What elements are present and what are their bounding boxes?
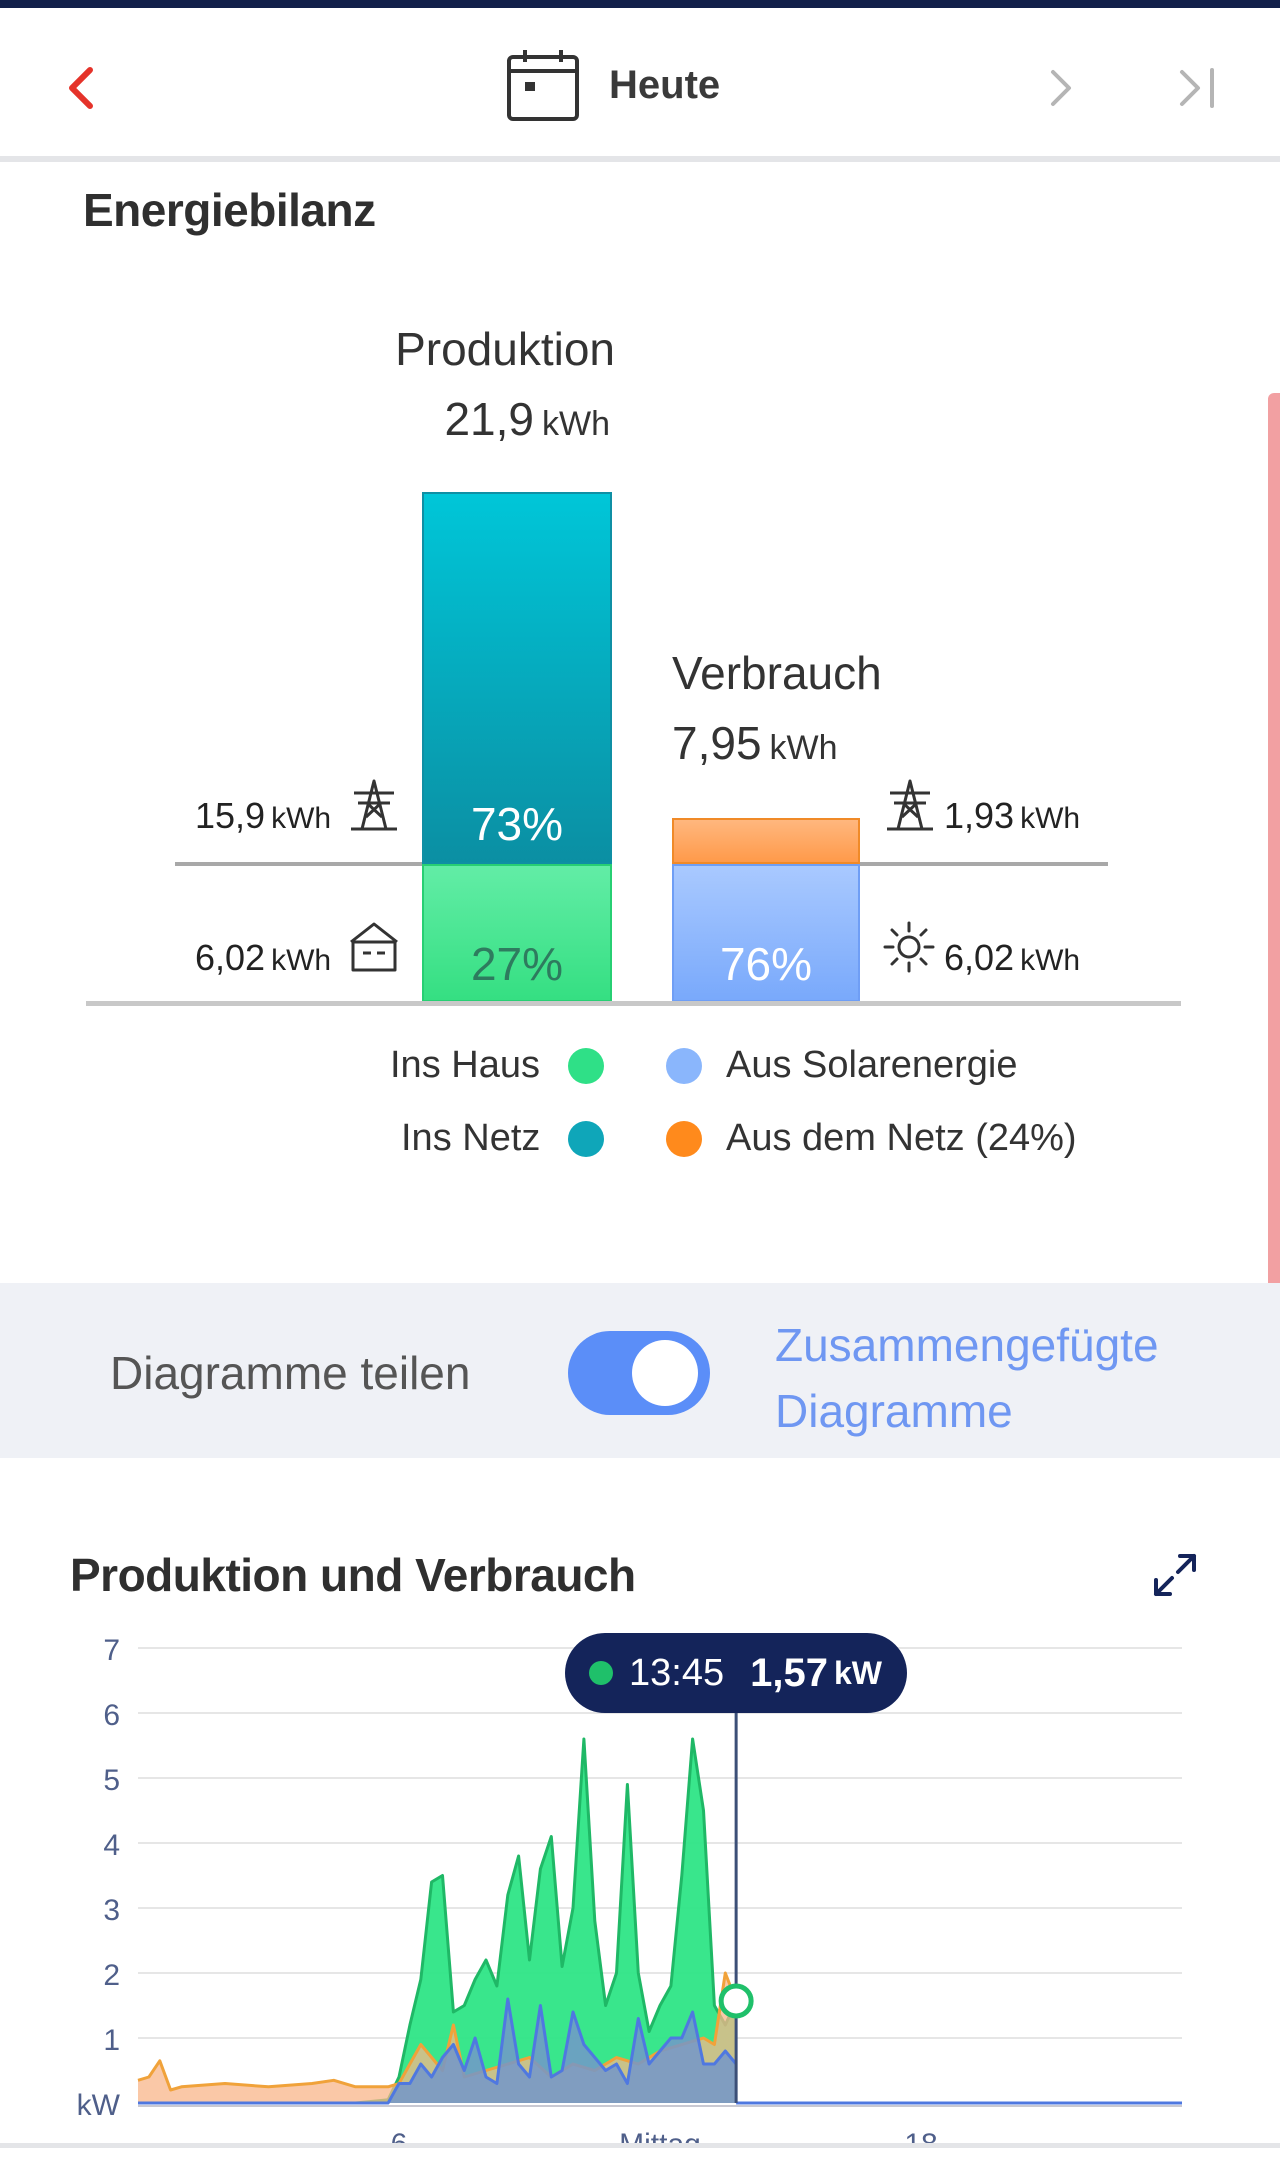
date-label: Heute — [609, 62, 721, 107]
legend-dot — [568, 1120, 605, 1157]
cursor-marker — [718, 1983, 754, 2019]
expand-chart-button[interactable] — [1148, 1548, 1202, 1602]
y-tick-label: 2 — [103, 1959, 120, 1992]
consumption-total: 7,95 kWh — [672, 716, 838, 770]
energy-balance-title: Energiebilanz — [83, 184, 376, 236]
jump-to-today-button[interactable] — [1170, 58, 1230, 118]
consumption-from-grid-bar — [672, 818, 860, 864]
series-consumption-area — [138, 1999, 737, 2103]
power-tower-icon — [887, 779, 933, 831]
y-tick-label: 6 — [103, 1699, 120, 1732]
split-charts-label: Diagramme teilen — [110, 1347, 471, 1399]
y-tick-label: 3 — [103, 1894, 120, 1927]
scrollbar[interactable] — [1268, 393, 1280, 1355]
legend-to-grid: Ins Netz — [401, 1117, 605, 1160]
y-tick-label: 1 — [103, 2024, 120, 2057]
tooltip-dot — [589, 1661, 613, 1685]
to-grid-value: 15,9 kWh — [195, 795, 331, 837]
merged-charts-label[interactable]: Zusammengefügte Diagramme — [775, 1319, 1159, 1437]
legend-label: Ins Haus — [390, 1044, 540, 1086]
divider-line — [860, 862, 1108, 866]
divider-line — [175, 862, 422, 866]
tooltip-unit: kW — [833, 1654, 882, 1691]
legend-dot — [666, 1047, 702, 1084]
consumption-from-solar-bar — [672, 864, 860, 1002]
from-solar-percent: 76% — [719, 938, 813, 990]
x-tick-label: 18 — [904, 2128, 937, 2145]
y-tick-label: 5 — [103, 1764, 120, 1797]
x-tick-label: Mittag — [619, 2128, 701, 2145]
legend-from-solar: Aus Solarenergie — [666, 1044, 1018, 1087]
production-total: 21,9 kWh — [360, 392, 610, 446]
legend-label: Aus dem Netz (24%) — [726, 1117, 1077, 1159]
header-divider — [0, 156, 1280, 162]
production-unit: kWh — [542, 405, 610, 443]
bottom-divider — [0, 2143, 1280, 2148]
consumption-title: Verbrauch — [672, 647, 882, 699]
from-solar-amount: 6,02 — [944, 937, 1015, 978]
production-title: Produktion — [395, 323, 615, 375]
legend-dot — [666, 1120, 702, 1157]
date-picker[interactable]: Heute — [505, 45, 720, 125]
to-grid-unit: kWh — [271, 802, 332, 835]
chart-tooltip: 13:45 1,57 kW — [565, 1633, 907, 1713]
toggle-knob[interactable] — [632, 1340, 698, 1406]
y-tick-label: 4 — [103, 1829, 120, 1862]
to-home-unit: kWh — [271, 944, 332, 977]
y-axis-unit-label: kW — [77, 2089, 121, 2122]
legend-dot — [567, 1047, 604, 1084]
to-grid-percent: 73% — [470, 798, 564, 850]
legend-to-home: Ins Haus — [390, 1044, 604, 1087]
calendar-icon — [507, 50, 579, 121]
consumption-unit: kWh — [769, 729, 838, 767]
baseline — [86, 1001, 1181, 1006]
skip-to-end-icon — [1180, 68, 1214, 108]
to-home-value: 6,02 kWh — [195, 937, 331, 979]
tooltip-value: 1,57 — [750, 1650, 828, 1695]
legend-label: Aus Solarenergie — [726, 1044, 1018, 1086]
legend-from-grid: Aus dem Netz (24%) — [666, 1117, 1077, 1160]
next-day-button[interactable] — [1035, 58, 1085, 118]
house-icon — [350, 922, 398, 972]
from-grid-value: 1,93 kWh — [944, 795, 1080, 837]
status-bar-strip — [0, 0, 1280, 8]
production-to-home-bar — [422, 864, 612, 1002]
from-grid-unit: kWh — [1020, 802, 1081, 835]
chevron-right-icon — [1051, 70, 1071, 106]
x-tick-label: 6 — [391, 2128, 408, 2145]
to-home-amount: 6,02 — [195, 937, 266, 978]
to-home-percent: 27% — [470, 938, 564, 990]
expand-icon — [1154, 1554, 1196, 1596]
production-to-grid-bar — [422, 492, 612, 864]
series-production-area — [138, 1739, 737, 2103]
sun-icon — [883, 921, 935, 973]
legend-label: Ins Netz — [401, 1117, 541, 1159]
from-solar-value: 6,02 kWh — [944, 937, 1080, 979]
to-grid-amount: 15,9 — [195, 795, 266, 836]
chevron-left-icon — [69, 67, 93, 109]
consumption-value: 7,95 — [672, 717, 762, 769]
from-grid-amount: 1,93 — [944, 795, 1015, 836]
production-consumption-chart[interactable]: 1 2 3 4 5 6 7 kW 6 Mittag 18 — [0, 1600, 1280, 2145]
chart-title: Produktion und Verbrauch — [70, 1549, 636, 1601]
back-button[interactable] — [58, 58, 108, 118]
y-tick-label: 7 — [103, 1634, 120, 1667]
tooltip-time: 13:45 — [629, 1651, 725, 1694]
series-consumption-line — [138, 1997, 738, 2105]
power-tower-icon — [351, 779, 397, 831]
from-solar-unit: kWh — [1020, 944, 1081, 977]
production-value: 21,9 — [444, 393, 534, 445]
